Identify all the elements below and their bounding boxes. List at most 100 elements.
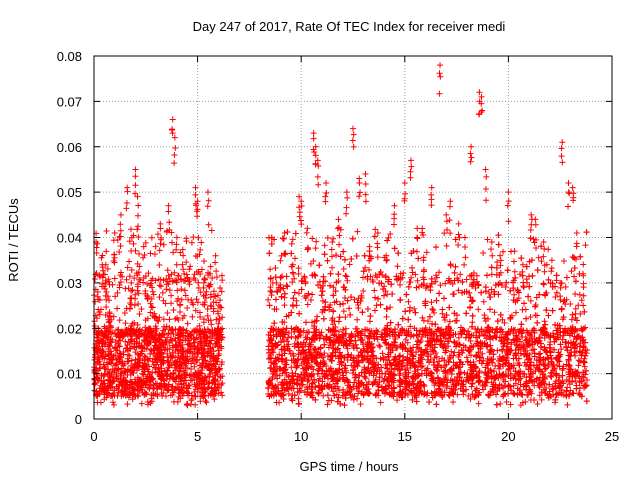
roti-point: [122, 369, 129, 376]
roti-point: [102, 339, 109, 346]
roti-point: [162, 341, 169, 348]
roti-point: [111, 377, 118, 384]
roti-point: [163, 376, 170, 383]
roti-point: [211, 376, 218, 383]
roti-point: [201, 350, 208, 357]
roti-point: [202, 398, 209, 405]
roti-point: [136, 355, 143, 362]
roti-point: [186, 372, 193, 379]
roti-point: [189, 377, 196, 384]
roti-point: [191, 339, 198, 346]
roti-point: [155, 355, 162, 362]
roti-point: [164, 267, 171, 274]
roti-point: [104, 293, 111, 300]
roti-point: [150, 291, 157, 298]
roti-point: [218, 334, 225, 341]
roti-point: [122, 338, 129, 345]
roti-point: [203, 363, 210, 370]
roti-point: [110, 401, 117, 408]
roti-point: [175, 372, 182, 379]
roti-point: [198, 239, 205, 246]
roti-point: [212, 378, 219, 385]
roti-point: [193, 269, 200, 276]
roti-point: [196, 251, 203, 258]
roti-point: [190, 336, 197, 343]
roti-point: [184, 400, 191, 407]
roti-point: [110, 390, 117, 397]
roti-point: [165, 359, 172, 366]
roti-point: [153, 314, 160, 321]
roti-point: [147, 250, 154, 257]
roti-point: [103, 389, 110, 396]
roti-point: [208, 227, 215, 234]
roti-point: [112, 345, 119, 352]
roti-point: [160, 316, 167, 323]
roti-point: [175, 386, 182, 393]
roti-point: [170, 374, 177, 381]
roti-point: [112, 293, 119, 300]
roti-point: [125, 326, 132, 333]
roti-point: [112, 352, 119, 359]
roti-point: [103, 334, 110, 341]
roti-point: [150, 375, 157, 382]
roti-point: [162, 326, 169, 333]
roti-point: [107, 323, 114, 330]
roti-point: [107, 376, 114, 383]
roti-point: [100, 377, 107, 384]
roti-point: [115, 326, 122, 333]
roti-point: [109, 366, 116, 373]
roti-point: [170, 369, 177, 376]
roti-point: [142, 365, 149, 372]
roti-point: [118, 388, 125, 395]
roti-point: [173, 375, 180, 382]
data-points: [91, 62, 591, 409]
roti-point: [187, 340, 194, 347]
roti-point: [126, 258, 133, 265]
roti-point: [174, 314, 181, 321]
roti-point: [182, 362, 189, 369]
roti-point: [168, 336, 175, 343]
roti-point: [201, 342, 208, 349]
roti-point: [141, 331, 148, 338]
roti-point: [160, 297, 167, 304]
roti-point: [184, 320, 191, 327]
roti-point: [104, 390, 111, 397]
roti-point: [106, 309, 113, 316]
roti-point: [122, 389, 129, 396]
roti-point: [156, 382, 163, 389]
roti-point: [218, 361, 225, 368]
roti-point: [196, 381, 203, 388]
roti-point: [117, 375, 124, 382]
roti-point: [188, 346, 195, 353]
roti-point: [139, 344, 146, 351]
roti-point: [207, 346, 214, 353]
roti-point: [183, 271, 190, 278]
roti-point: [98, 372, 105, 379]
roti-point: [102, 277, 109, 284]
roti-point: [156, 294, 163, 301]
roti-point: [149, 376, 156, 383]
roti-point: [91, 366, 98, 373]
roti-point: [204, 305, 211, 312]
roti-point: [199, 392, 206, 399]
roti-point: [196, 362, 203, 369]
roti-point: [95, 306, 102, 313]
roti-point: [124, 401, 131, 408]
roti-point: [145, 340, 152, 347]
roti-point: [204, 384, 211, 391]
roti-point: [203, 378, 210, 385]
roti-point: [134, 272, 141, 279]
roti-point: [213, 340, 220, 347]
roti-point: [219, 392, 226, 399]
roti-point: [109, 336, 116, 343]
roti-point: [95, 296, 102, 303]
roti-point: [167, 392, 174, 399]
roti-point: [108, 360, 115, 367]
roti-point: [166, 287, 173, 294]
roti-point: [212, 387, 219, 394]
roti-point: [207, 302, 214, 309]
roti-point: [147, 309, 154, 316]
roti-point: [121, 360, 128, 367]
roti-point: [145, 401, 152, 408]
roti-point: [135, 269, 142, 276]
